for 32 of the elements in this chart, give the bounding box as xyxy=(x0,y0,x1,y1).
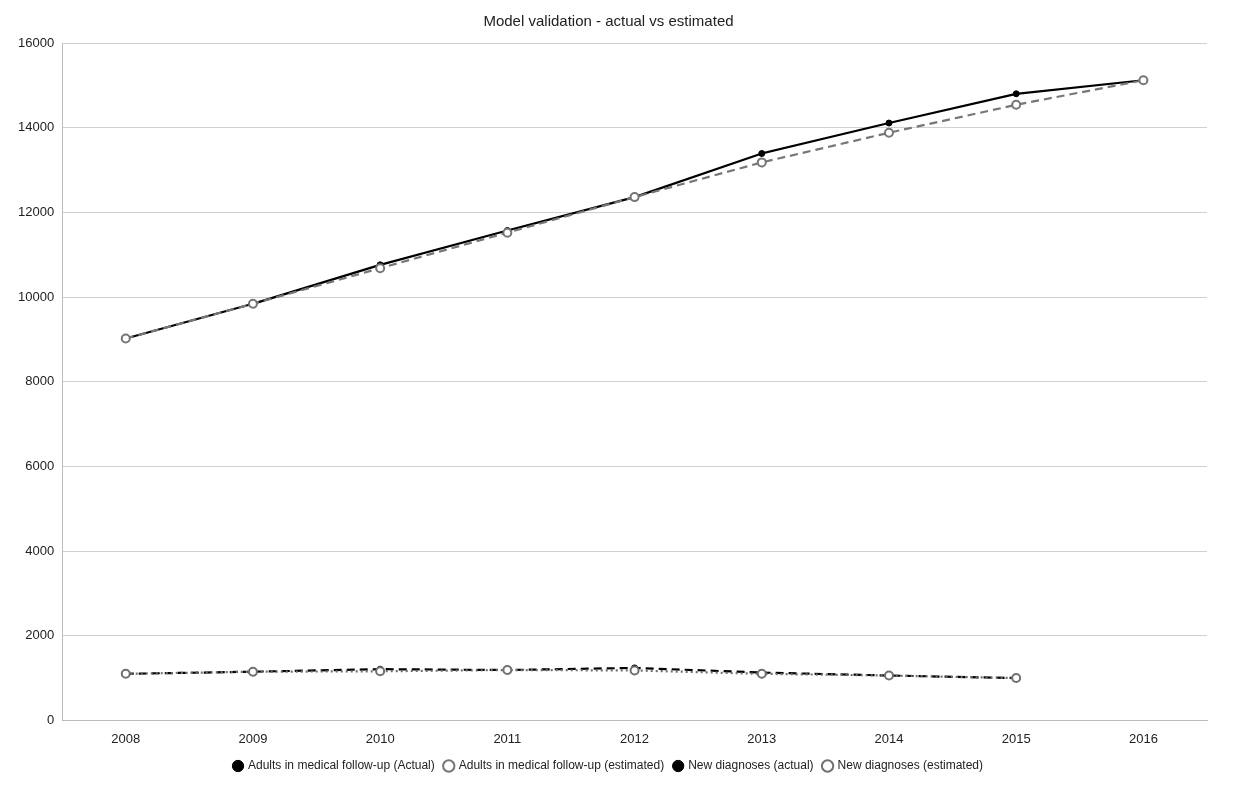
y-tick-label: 12000 xyxy=(17,203,55,219)
legend-label: Adults in medical follow-up (estimated) xyxy=(458,758,665,773)
y-tick-label: 2000 xyxy=(25,627,55,643)
y-tick-label: 14000 xyxy=(17,119,55,135)
x-tick-label: 2011 xyxy=(493,730,522,746)
x-tick-label: 2015 xyxy=(1001,730,1031,746)
point xyxy=(758,150,766,157)
legend-label: New diagnoses (estimated) xyxy=(837,758,983,773)
point xyxy=(629,665,640,676)
legend-label: Adults in medical follow-up (Actual) xyxy=(248,758,435,773)
y-tick-label: 8000 xyxy=(25,373,55,389)
point xyxy=(883,127,894,138)
y-tick-label: 6000 xyxy=(25,457,55,473)
y-tick-label: 16000 xyxy=(17,34,55,50)
legend-label: New diagnoses (actual) xyxy=(688,758,814,773)
point xyxy=(1012,90,1020,98)
y-tick-label: 0 xyxy=(46,711,55,727)
x-tick-label: 2010 xyxy=(365,730,395,746)
x-tick-label: 2013 xyxy=(747,730,777,746)
x-tick-label: 2009 xyxy=(238,730,268,746)
point xyxy=(1011,99,1022,110)
point xyxy=(885,119,893,127)
x-tick-label: 2008 xyxy=(111,730,141,746)
y-tick-label: 4000 xyxy=(25,542,55,558)
y-tick-label: 10000 xyxy=(17,288,55,304)
point xyxy=(375,666,386,677)
chart-title: Model validation - actual vs estimated xyxy=(483,12,734,30)
x-tick-label: 2014 xyxy=(874,730,904,746)
x-tick-label: 2016 xyxy=(1128,730,1158,746)
point xyxy=(756,157,767,168)
x-tick-label: 2012 xyxy=(620,730,650,746)
point xyxy=(375,263,386,274)
